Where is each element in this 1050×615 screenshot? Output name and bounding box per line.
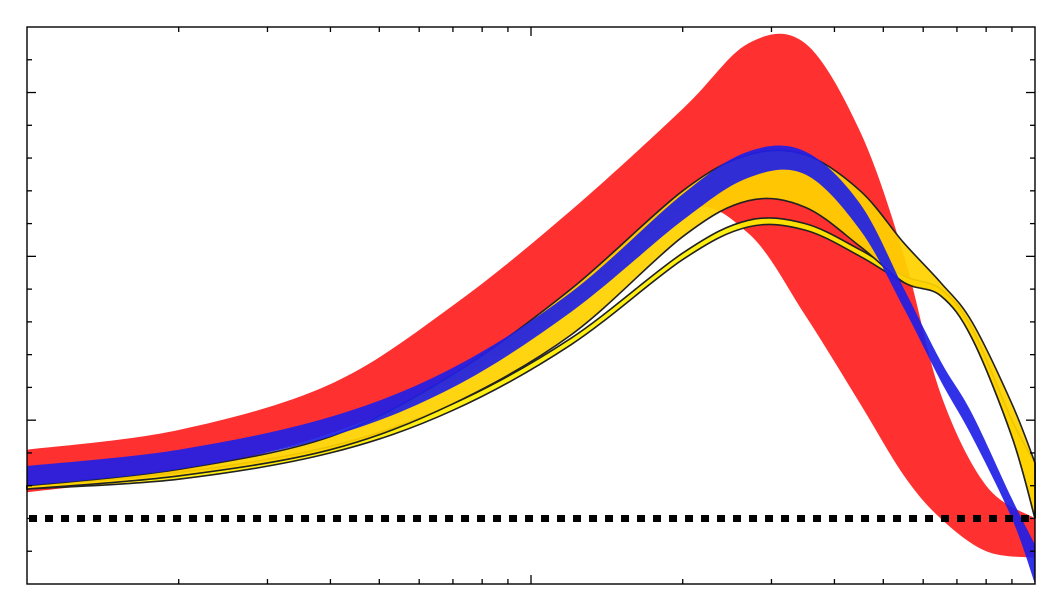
band-layer xyxy=(26,33,1036,585)
tick-layer xyxy=(27,27,1035,584)
